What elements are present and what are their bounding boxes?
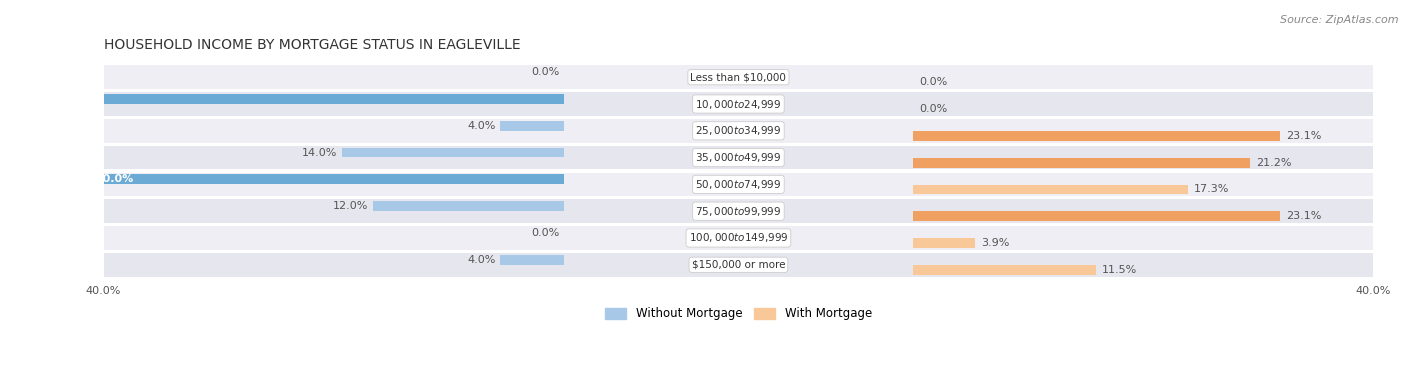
Text: $25,000 to $34,999: $25,000 to $34,999: [695, 124, 782, 137]
Bar: [912, 238, 974, 248]
Bar: [342, 148, 564, 157]
Text: 0.0%: 0.0%: [920, 77, 948, 87]
Bar: [501, 255, 564, 265]
Bar: [87, 175, 564, 184]
Text: $150,000 or more: $150,000 or more: [692, 260, 785, 270]
Text: $100,000 to $149,999: $100,000 to $149,999: [689, 231, 789, 245]
Text: 36.0%: 36.0%: [0, 94, 39, 104]
Text: 3.9%: 3.9%: [981, 238, 1010, 248]
Bar: [912, 265, 1095, 275]
Text: Less than $10,000: Less than $10,000: [690, 72, 786, 82]
Bar: [104, 173, 1374, 196]
Text: 0.0%: 0.0%: [531, 228, 560, 238]
Bar: [912, 131, 1279, 141]
Bar: [104, 65, 1374, 89]
Text: 4.0%: 4.0%: [467, 121, 495, 131]
Text: 0.0%: 0.0%: [531, 67, 560, 77]
Text: HOUSEHOLD INCOME BY MORTGAGE STATUS IN EAGLEVILLE: HOUSEHOLD INCOME BY MORTGAGE STATUS IN E…: [104, 38, 520, 52]
Text: $50,000 to $74,999: $50,000 to $74,999: [695, 178, 782, 191]
Text: 17.3%: 17.3%: [1194, 184, 1229, 194]
Bar: [104, 119, 1374, 143]
Bar: [104, 92, 1374, 116]
Text: $35,000 to $49,999: $35,000 to $49,999: [695, 151, 782, 164]
Text: 4.0%: 4.0%: [467, 255, 495, 265]
Text: 30.0%: 30.0%: [96, 174, 134, 184]
Bar: [104, 199, 1374, 223]
Bar: [104, 146, 1374, 169]
Bar: [912, 158, 1250, 167]
Text: $10,000 to $24,999: $10,000 to $24,999: [695, 98, 782, 110]
Text: 14.0%: 14.0%: [301, 147, 337, 158]
Text: 23.1%: 23.1%: [1286, 131, 1322, 141]
Text: 12.0%: 12.0%: [333, 201, 368, 211]
Bar: [104, 226, 1374, 250]
Bar: [104, 253, 1374, 277]
Text: 0.0%: 0.0%: [920, 104, 948, 114]
Bar: [501, 121, 564, 130]
Text: 11.5%: 11.5%: [1102, 265, 1137, 275]
Text: $75,000 to $99,999: $75,000 to $99,999: [695, 204, 782, 218]
Bar: [374, 201, 564, 211]
Text: 23.1%: 23.1%: [1286, 211, 1322, 221]
Bar: [912, 185, 1188, 194]
Text: 21.2%: 21.2%: [1256, 158, 1291, 168]
Legend: Without Mortgage, With Mortgage: Without Mortgage, With Mortgage: [600, 303, 877, 325]
Bar: [912, 211, 1279, 221]
Text: Source: ZipAtlas.com: Source: ZipAtlas.com: [1281, 15, 1399, 25]
Bar: [0, 94, 564, 104]
